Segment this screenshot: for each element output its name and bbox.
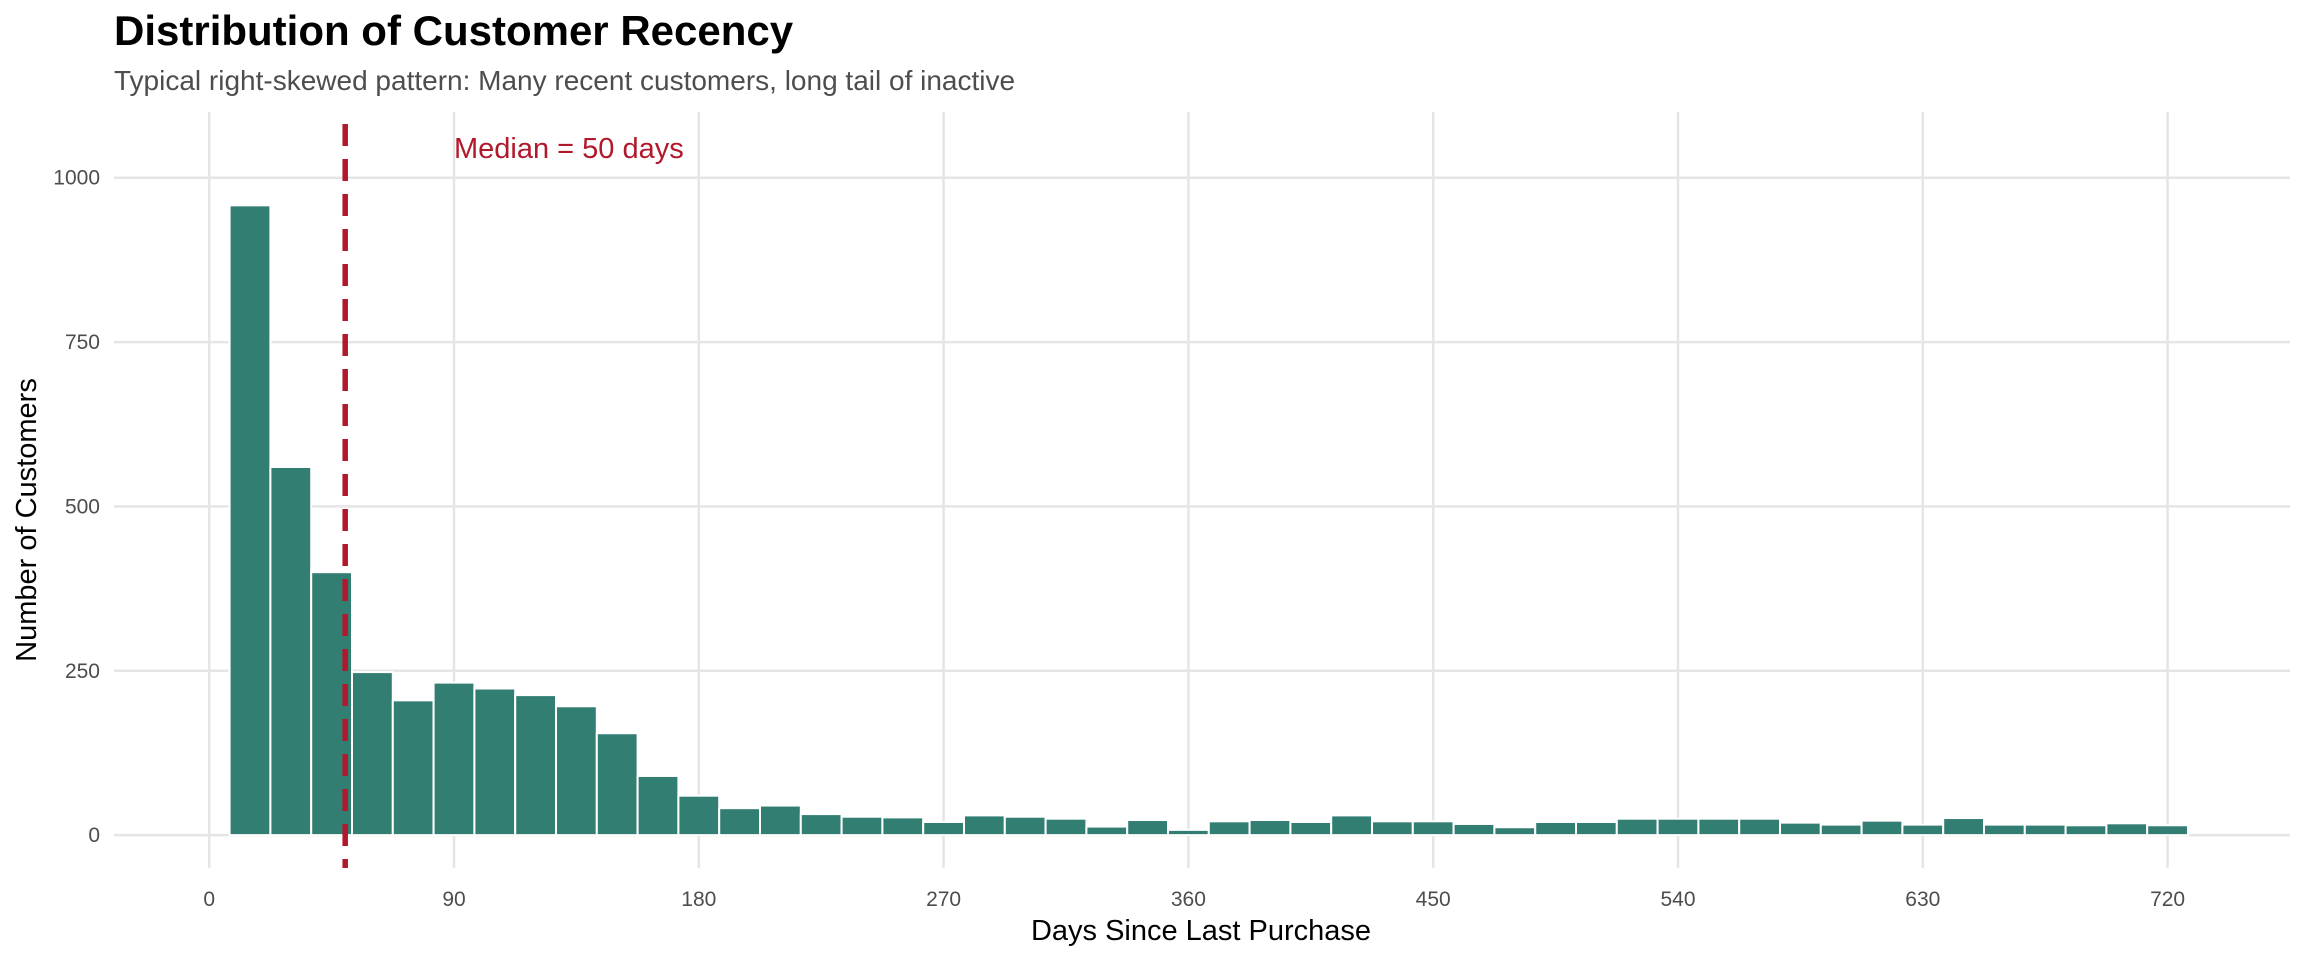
histogram-bar [1371,820,1414,837]
x-tick-label: 90 [442,888,465,911]
histogram-bar [963,814,1006,837]
histogram-bar [1983,823,2026,837]
y-tick-label: 500 [65,495,100,518]
histogram-bar [432,681,476,837]
histogram-bar [2064,824,2108,837]
chart-subtitle: Typical right-skewed pattern: Many recen… [114,65,1015,96]
histogram-bar [1697,817,1741,837]
histogram-bar [1738,817,1781,837]
histogram-bar [1615,817,1659,837]
histogram-bar [1330,814,1373,837]
y-tick-label: 750 [65,331,100,354]
histogram-bar [1575,820,1618,837]
x-tick-label: 0 [203,888,215,911]
histogram-bar [351,671,394,837]
histogram-bar [1819,823,1863,837]
histogram-bar [718,807,762,837]
histogram-bar [1901,823,1945,837]
histogram-bar [1207,820,1251,837]
histogram-bar [1534,820,1577,837]
x-tick-label: 720 [2150,888,2185,911]
y-axis-title: Number of Customers [11,378,43,662]
histogram-bar [1289,820,1333,837]
x-gridlines [207,112,2169,868]
histogram-bars [228,204,2189,837]
histogram-bar [1779,821,1822,837]
histogram-bar [1248,819,1292,837]
y-axis-tick-labels: 0 250 500 750 1000 [53,167,100,847]
y-tick-label: 1000 [53,167,100,190]
histogram-bar [514,694,558,837]
histogram-bar [1126,819,1169,837]
histogram-bar [1044,817,1088,837]
chart-title: Distribution of Customer Recency [114,7,794,54]
histogram-bar [555,705,598,837]
histogram-bar [922,820,966,837]
histogram-bar [1452,822,1496,837]
median-label: Median = 50 days [454,133,684,165]
histogram-bar [1167,828,1210,837]
histogram-bar [1411,820,1455,837]
histogram-bar [799,813,843,837]
histogram-bar [759,804,802,837]
histogram-bar [2105,822,2149,837]
histogram-bar [636,774,680,837]
x-tick-label: 360 [1171,888,1206,911]
histogram-bar [1656,817,1700,837]
histogram-bar [1860,819,1904,837]
x-tick-label: 180 [681,888,716,911]
y-tick-label: 0 [88,824,100,847]
x-axis-tick-labels: 0 90 180 270 360 450 540 630 720 [203,888,2185,911]
y-tick-label: 250 [65,660,100,683]
histogram-bar [1493,826,1537,837]
histogram-bar [1085,825,1129,837]
x-tick-label: 630 [1905,888,1940,911]
histogram-bar [595,732,639,837]
histogram-bar [881,816,925,837]
histogram-bar [269,465,313,837]
histogram-bar [1942,817,1985,837]
histogram-bar [1003,815,1047,837]
x-tick-label: 540 [1660,888,1695,911]
histogram-bar [228,204,272,837]
histogram-bar [677,794,721,837]
histogram-bar [2023,823,2067,837]
x-axis-title: Days Since Last Purchase [1031,915,1371,947]
histogram-bar [2146,824,2189,837]
histogram-bar [391,699,435,837]
x-tick-label: 270 [926,888,961,911]
x-tick-label: 450 [1416,888,1451,911]
histogram-bar [840,815,884,837]
histogram-bar [473,687,517,837]
